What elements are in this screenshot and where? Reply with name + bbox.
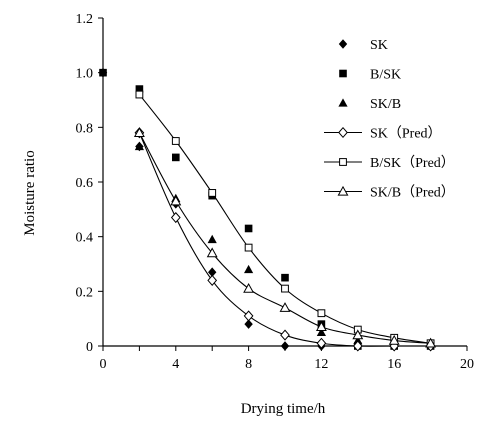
legend-item-sk: SK: [338, 38, 388, 53]
data-point-sk-b-pred: [425, 337, 437, 348]
legend-item-b-sk: B/SK: [339, 68, 401, 83]
data-point-sk-b: [316, 327, 326, 337]
legend-marker-swatch: [337, 185, 349, 196]
x-tick-label: 20: [460, 357, 474, 372]
data-point-b-sk: [281, 273, 289, 282]
data-point-sk: [244, 319, 253, 329]
data-point-b-sk-pred: [317, 309, 326, 318]
legend-marker-swatch: [339, 158, 347, 166]
legend-item-sk-b-pred: SK/B（Pred）: [324, 185, 455, 201]
data-point-sk-pred: [316, 337, 327, 349]
y-tick-label: 0.6: [76, 176, 94, 191]
axes: 0 4 8 12 16 20 0 0.2 0.4 0.6 0.8 1.0 1.2: [76, 12, 475, 372]
data-markers: [98, 67, 437, 352]
legend-item-b-sk-pred: B/SK（Pred）: [324, 155, 455, 171]
data-point-sk-pred: [170, 211, 181, 224]
legend-marker-swatch: [338, 126, 348, 139]
data-point-sk-b-pred: [133, 127, 145, 137]
legend-marker-swatch: [338, 98, 348, 107]
data-point-b-sk-pred: [135, 90, 144, 99]
data-point-sk-pred: [243, 310, 254, 322]
x-tick-label: 0: [100, 357, 107, 372]
legend-label: SK: [370, 38, 388, 53]
y-tick-label: 0.8: [76, 121, 94, 136]
y-tick-label: 1.0: [76, 67, 94, 82]
legend-item-sk-b: SK/B: [338, 97, 401, 112]
data-point-sk-b-pred: [388, 334, 400, 345]
legend-label: SK/B（Pred）: [370, 185, 455, 201]
data-point-sk-pred: [352, 340, 363, 352]
data-point-b-sk-pred: [208, 189, 217, 197]
data-point-sk-pred: [280, 329, 290, 341]
y-tick-label: 1.2: [76, 12, 94, 27]
legend: SK B/SK SK/B SK（Pred） B/SK（Pred） SK/B（Pred）: [324, 38, 455, 201]
legend-marker-swatch: [338, 39, 348, 49]
legend-label: B/SK（Pred）: [370, 155, 455, 171]
data-point-sk: [208, 267, 217, 277]
data-point-b-sk-pred: [171, 137, 180, 145]
x-axis-label: Drying time/h: [241, 401, 326, 417]
x-tick-label: 8: [245, 357, 252, 372]
data-point-sk-b: [134, 141, 144, 151]
data-point-b-sk: [99, 68, 107, 77]
data-point-sk-b-pred: [315, 321, 327, 332]
legend-label: SK（Pred）: [370, 126, 442, 142]
data-point-sk-b-pred: [243, 282, 255, 293]
data-point-b-sk: [172, 153, 180, 162]
data-point-sk-b-pred: [206, 247, 218, 258]
legend-marker-swatch: [339, 69, 347, 78]
data-point-b-sk: [244, 224, 253, 233]
data-point-sk-b: [244, 264, 254, 274]
data-point-b-sk-pred: [281, 284, 289, 293]
y-tick-label: 0.4: [76, 231, 94, 246]
data-point-sk-b: [207, 234, 217, 244]
legend-label: SK/B: [370, 97, 401, 112]
x-tick-label: 12: [314, 357, 328, 372]
y-tick-label: 0.2: [76, 285, 94, 300]
y-tick-label: 0: [86, 340, 93, 355]
data-point-sk-b: [353, 335, 363, 345]
data-point-sk-pred: [207, 274, 218, 286]
x-tick-label: 16: [387, 357, 401, 372]
data-point-b-sk-pred: [244, 243, 253, 252]
series-points-sk-b: [134, 141, 436, 347]
series-points-sk-b-pred: [133, 127, 437, 348]
data-point-sk: [280, 341, 290, 351]
data-point-sk-b-pred: [170, 195, 182, 206]
data-point-b-sk: [135, 85, 144, 93]
x-tick-label: 4: [172, 357, 179, 372]
legend-item-sk-pred: SK（Pred）: [324, 126, 442, 142]
data-point-sk-b-pred: [352, 329, 364, 340]
y-axis-label: Moisture ratio: [22, 150, 38, 235]
legend-label: B/SK: [370, 68, 401, 83]
data-point-sk-b-pred: [279, 302, 291, 312]
